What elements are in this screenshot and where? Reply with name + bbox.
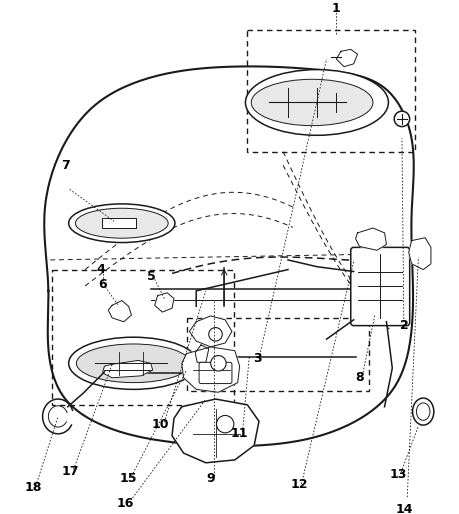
Ellipse shape	[251, 79, 372, 125]
Bar	[102, 218, 136, 228]
Circle shape	[393, 111, 409, 126]
Text: 10: 10	[151, 418, 169, 431]
Text: 13: 13	[389, 468, 406, 481]
Circle shape	[216, 415, 233, 433]
FancyBboxPatch shape	[350, 247, 409, 325]
Bar	[187, 318, 368, 391]
Text: 17: 17	[62, 465, 79, 478]
Text: 15: 15	[119, 472, 137, 485]
Text: 2: 2	[398, 319, 408, 332]
Text: 14: 14	[394, 503, 412, 514]
Text: 3: 3	[252, 352, 261, 365]
Ellipse shape	[412, 398, 433, 425]
Ellipse shape	[76, 344, 190, 382]
Text: 8: 8	[354, 371, 363, 384]
Polygon shape	[108, 301, 131, 322]
Text: 11: 11	[230, 427, 248, 440]
Polygon shape	[408, 237, 430, 269]
Text: 5: 5	[147, 270, 156, 283]
Polygon shape	[172, 399, 258, 463]
Bar	[247, 30, 414, 152]
Polygon shape	[355, 228, 386, 250]
Text: 6: 6	[98, 278, 106, 290]
Polygon shape	[154, 293, 174, 312]
Ellipse shape	[75, 208, 168, 238]
Polygon shape	[189, 316, 231, 347]
Circle shape	[208, 327, 222, 341]
Ellipse shape	[68, 204, 174, 243]
Polygon shape	[195, 345, 208, 362]
Bar	[52, 269, 233, 405]
Polygon shape	[181, 347, 239, 392]
Text: 18: 18	[24, 482, 41, 494]
Polygon shape	[102, 360, 152, 378]
Text: 16: 16	[117, 497, 134, 510]
Ellipse shape	[68, 337, 198, 390]
Text: 1: 1	[331, 2, 340, 15]
Text: 12: 12	[290, 478, 308, 490]
Text: 4: 4	[96, 263, 105, 276]
Ellipse shape	[415, 403, 429, 420]
Text: 7: 7	[61, 159, 70, 172]
Ellipse shape	[245, 69, 387, 135]
FancyBboxPatch shape	[199, 362, 231, 383]
Circle shape	[210, 356, 226, 371]
Text: 9: 9	[206, 472, 214, 485]
Polygon shape	[336, 49, 357, 67]
